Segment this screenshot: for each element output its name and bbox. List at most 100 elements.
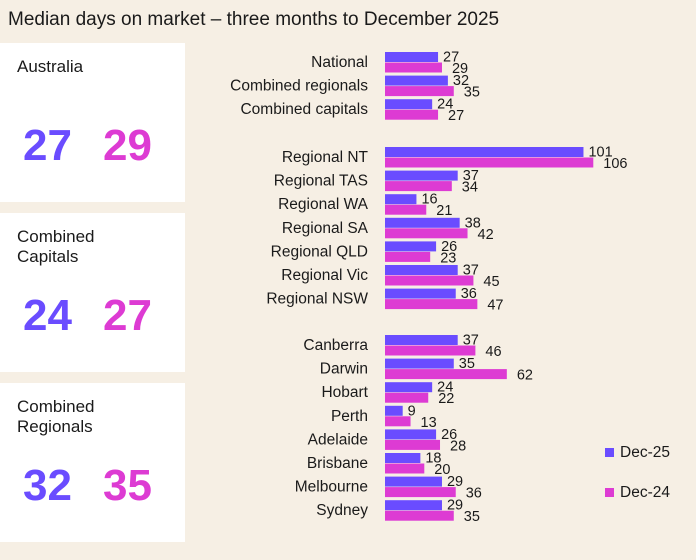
category-label: Brisbane <box>307 455 368 472</box>
data-label: 35 <box>464 85 480 101</box>
category-label: Regional Vic <box>281 267 368 284</box>
card-title: Combined Capitals <box>17 227 95 266</box>
data-label: 36 <box>466 486 482 502</box>
card-value-dec25: 24 <box>23 291 72 340</box>
bar-dec25 <box>385 52 439 62</box>
data-label: 20 <box>434 462 450 478</box>
bar-dec24 <box>385 275 474 286</box>
bar-dec25 <box>385 170 458 181</box>
category-label: Perth <box>331 408 368 425</box>
card-value-dec24: 29 <box>103 121 152 170</box>
data-label: 47 <box>487 298 503 314</box>
bar-dec24 <box>385 345 476 356</box>
bar-dec24 <box>385 204 427 215</box>
card-combined-capitals: Combined Capitals 24 27 <box>0 213 185 372</box>
data-label: 37 <box>463 263 479 279</box>
bar-dec25 <box>385 99 433 110</box>
card-australia: Australia 27 29 <box>0 43 185 202</box>
category-label: Regional NT <box>282 149 369 166</box>
bar-dec25 <box>385 75 448 86</box>
data-label: 28 <box>450 438 466 454</box>
card-value-dec25: 27 <box>23 121 72 170</box>
bar-dec25 <box>385 453 421 463</box>
data-label: 24 <box>437 380 453 396</box>
data-label: 29 <box>447 498 463 514</box>
bar-dec25 <box>385 358 454 369</box>
bar-dec25 <box>385 500 442 511</box>
bar-dec25 <box>385 335 458 345</box>
data-label: 24 <box>437 97 453 113</box>
bar-dec24 <box>385 299 478 310</box>
bar-dec24 <box>385 369 507 380</box>
legend-swatch <box>605 488 614 497</box>
card-value-dec25: 32 <box>23 461 72 510</box>
data-label: 9 <box>408 403 416 419</box>
legend-swatch <box>605 448 614 457</box>
bar-dec24 <box>385 62 442 73</box>
card-value-dec24: 27 <box>103 291 152 340</box>
category-label: National <box>311 54 368 71</box>
bar-dec24 <box>385 510 454 521</box>
bar-dec24 <box>385 86 454 97</box>
category-label: Combined capitals <box>240 101 368 118</box>
data-label: 26 <box>441 427 457 443</box>
bar-dec25 <box>385 194 417 205</box>
data-label: 13 <box>421 415 437 431</box>
card-combined-regionals: Combined Regionals 32 35 <box>0 383 185 542</box>
bar-dec25 <box>385 382 433 393</box>
category-label: Combined regionals <box>230 78 368 95</box>
data-label: 45 <box>483 274 499 290</box>
data-label: 27 <box>443 50 459 66</box>
data-label: 106 <box>603 156 627 172</box>
data-label: 34 <box>462 180 478 196</box>
data-label: 35 <box>459 356 475 372</box>
card-title: Combined Regionals <box>17 397 95 436</box>
category-label: Hobart <box>321 384 368 401</box>
data-label: 26 <box>441 239 457 255</box>
category-label: Adelaide <box>308 431 368 448</box>
card-title: Australia <box>17 57 84 76</box>
category-label: Sydney <box>316 502 368 519</box>
bar-dec24 <box>385 487 456 498</box>
category-label: Canberra <box>303 337 368 354</box>
data-label: 21 <box>436 203 452 219</box>
bar-dec25 <box>385 476 442 487</box>
data-label: 42 <box>478 227 494 243</box>
bar-dec24 <box>385 228 468 239</box>
bar-dec24 <box>385 181 452 192</box>
category-label: Regional WA <box>278 196 369 213</box>
legend-label: Dec-24 <box>620 484 670 501</box>
data-label: 23 <box>440 250 456 266</box>
data-label: 37 <box>463 168 479 184</box>
data-label: 32 <box>453 73 469 89</box>
data-label: 35 <box>464 509 480 525</box>
data-label: 101 <box>588 145 612 161</box>
category-label: Regional QLD <box>271 243 368 260</box>
data-label: 22 <box>438 391 454 407</box>
bar-dec24 <box>385 157 594 168</box>
bar-dec24 <box>385 439 441 450</box>
bar-dec24 <box>385 416 411 427</box>
card-value-dec24: 35 <box>103 461 152 510</box>
data-label: 37 <box>463 333 479 349</box>
bar-dec25 <box>385 405 403 416</box>
data-label: 62 <box>517 368 533 384</box>
bar-dec25 <box>385 241 437 252</box>
data-label: 38 <box>465 215 481 231</box>
bar-dec24 <box>385 463 425 474</box>
data-label: 16 <box>421 192 437 208</box>
bar-dec25 <box>385 288 456 299</box>
bar-dec25 <box>385 217 460 228</box>
category-label: Darwin <box>320 361 368 378</box>
bar-dec24 <box>385 392 429 403</box>
legend-label: Dec-25 <box>620 444 670 461</box>
data-label: 29 <box>452 61 468 77</box>
category-label: Regional NSW <box>266 291 368 308</box>
category-label: Regional TAS <box>274 173 368 190</box>
data-label: 29 <box>447 474 463 490</box>
data-label: 18 <box>425 451 441 467</box>
bar-dec25 <box>385 147 584 157</box>
legend-item-dec25: Dec-25 <box>605 444 670 462</box>
legend-item-dec24: Dec-24 <box>605 484 670 502</box>
